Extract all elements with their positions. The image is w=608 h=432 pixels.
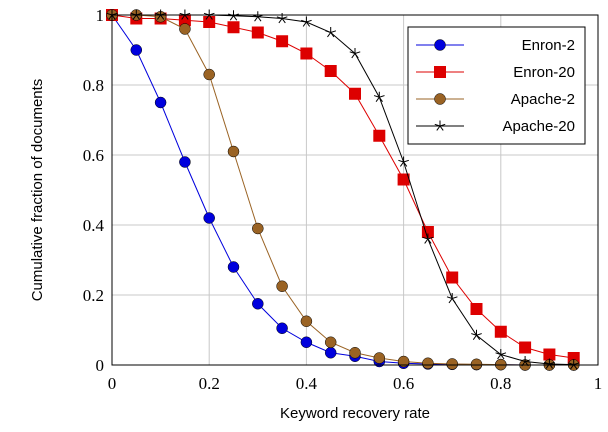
data-point-apache-20 <box>422 233 434 244</box>
data-point-apache-20 <box>373 91 385 102</box>
data-point-enron-2 <box>276 322 288 334</box>
data-point-apache-2 <box>422 357 434 369</box>
data-point-apache-2 <box>203 68 215 81</box>
x-tick-label: 0 <box>108 374 117 393</box>
data-point-enron-20 <box>276 35 289 48</box>
data-point-enron-20 <box>373 129 386 142</box>
legend-label: Enron-2 <box>522 37 575 54</box>
data-point-apache-2 <box>300 315 313 327</box>
data-point-apache-2 <box>252 222 264 235</box>
data-point-apache-20 <box>519 356 531 367</box>
data-point-enron-20 <box>349 87 361 100</box>
data-point-enron-20 <box>543 348 556 361</box>
y-tick-label: 1 <box>96 6 105 25</box>
data-point-enron-2 <box>179 156 191 168</box>
data-point-apache-2 <box>397 355 410 368</box>
data-point-apache-20 <box>203 9 215 20</box>
data-point-enron-2 <box>300 336 313 348</box>
data-point-apache-20 <box>130 9 142 20</box>
y-tick-label: 0.8 <box>83 76 104 95</box>
data-point-apache-2 <box>227 145 240 158</box>
data-point-enron-20 <box>519 341 532 354</box>
y-tick-label: 0.4 <box>83 216 105 235</box>
data-point-apache-20 <box>301 16 312 27</box>
legend-marker <box>434 120 446 131</box>
legend-label: Apache-20 <box>502 118 575 135</box>
x-tick-label: 0.2 <box>199 374 220 393</box>
data-point-enron-2 <box>154 96 167 109</box>
data-point-apache-2 <box>324 336 337 348</box>
legend-item-apache-2: Apache-2 <box>416 91 575 108</box>
data-point-apache-2 <box>276 280 288 292</box>
data-point-enron-20 <box>470 303 483 315</box>
legend-item-enron-2: Enron-2 <box>416 37 575 54</box>
data-point-apache-20 <box>568 359 580 370</box>
legend-label: Enron-20 <box>513 64 575 81</box>
x-tick-label: 0.6 <box>393 374 414 393</box>
legend-item-enron-20: Enron-20 <box>416 64 575 81</box>
legend-label: Apache-2 <box>511 91 575 108</box>
legend-marker <box>434 66 446 78</box>
legend-marker <box>434 39 446 51</box>
data-point-apache-2 <box>349 347 361 359</box>
data-point-apache-2 <box>470 358 483 371</box>
data-point-apache-20 <box>398 156 409 167</box>
data-point-enron-2 <box>203 212 215 224</box>
data-point-enron-20 <box>324 65 337 77</box>
data-point-apache-20 <box>349 48 361 59</box>
data-point-apache-2 <box>446 358 458 370</box>
data-point-apache-2 <box>179 23 191 35</box>
y-tick-label: 0.2 <box>83 286 104 305</box>
data-point-enron-2 <box>324 347 337 359</box>
data-point-enron-20 <box>227 21 240 34</box>
data-point-apache-20 <box>544 358 555 369</box>
x-tick-label: 0.8 <box>490 374 511 393</box>
legend: Enron-2 Enron-20 Apache-2 Apache-20 <box>407 26 586 145</box>
data-point-enron-20 <box>446 271 459 284</box>
y-tick-label: 0.6 <box>83 146 104 165</box>
data-point-apache-20 <box>106 9 118 20</box>
data-point-enron-20 <box>203 16 216 28</box>
x-tick-label: 0.4 <box>296 374 318 393</box>
data-point-enron-20 <box>300 47 313 60</box>
data-point-apache-20 <box>179 9 191 20</box>
tick-labels: 0 0.2 0.4 0.6 0.8 1 0 0.2 0.4 0.6 0.8 1 <box>83 6 603 393</box>
data-point-apache-20 <box>325 27 337 38</box>
data-point-apache-20 <box>446 293 458 304</box>
data-point-enron-20 <box>251 26 264 39</box>
data-point-apache-2 <box>373 352 386 364</box>
data-point-enron-20 <box>494 325 507 338</box>
y-tick-label: 0 <box>96 356 105 375</box>
x-tick-label: 1 <box>594 374 603 393</box>
plot-frame <box>111 14 599 366</box>
data-point-apache-20 <box>252 11 264 22</box>
data-point-apache-20 <box>155 9 166 20</box>
legend-item-apache-20: Apache-20 <box>416 118 575 135</box>
legend-marker <box>434 93 446 105</box>
data-point-enron-2 <box>227 261 240 273</box>
data-point-apache-20 <box>276 13 288 24</box>
data-point-enron-2 <box>130 44 143 56</box>
y-axis-title: Cumulative fraction of documents <box>29 79 46 302</box>
x-axis-title: Keyword recovery rate <box>280 405 430 422</box>
data-point-apache-20 <box>471 329 482 340</box>
data-point-apache-20 <box>495 349 507 360</box>
data-point-enron-2 <box>252 298 264 310</box>
